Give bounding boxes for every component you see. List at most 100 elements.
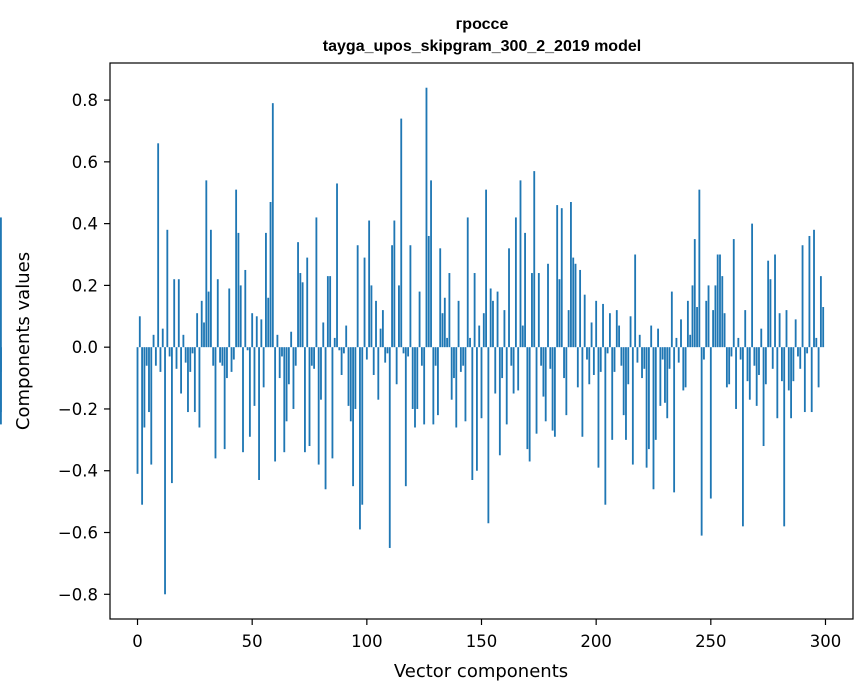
bar [498, 347, 501, 456]
bar [152, 334, 155, 348]
bar [384, 347, 387, 363]
bar [278, 347, 281, 379]
bar [622, 347, 625, 416]
bar [255, 316, 258, 348]
bar [180, 347, 182, 394]
bar [281, 347, 283, 357]
bar [785, 310, 788, 348]
bar [680, 319, 682, 348]
bar [524, 232, 526, 348]
bar [735, 347, 737, 409]
bar [689, 334, 692, 348]
bar [306, 257, 309, 348]
bar [200, 300, 203, 348]
bar [455, 347, 458, 428]
bar [758, 347, 760, 375]
bar [450, 347, 453, 400]
bar [544, 347, 547, 422]
bar [322, 322, 325, 348]
bar [253, 347, 256, 406]
bar [618, 325, 621, 348]
bar [214, 347, 217, 459]
bar [292, 347, 295, 409]
bar [599, 347, 602, 372]
bar [728, 347, 731, 385]
bar [787, 347, 790, 391]
x-tick-label: 0 [132, 632, 143, 651]
y-tick-label: 0.6 [72, 153, 98, 172]
bar [418, 291, 421, 348]
bar [645, 347, 648, 468]
bar [813, 229, 815, 348]
bar [205, 180, 208, 348]
bar [487, 347, 490, 524]
bar [315, 217, 318, 348]
bar [602, 303, 604, 348]
bar [141, 347, 144, 505]
bar [480, 347, 483, 419]
bar [432, 347, 435, 425]
bar [448, 273, 451, 348]
bar [478, 325, 481, 348]
bar [563, 347, 565, 379]
bar [290, 331, 293, 348]
y-tick-label: −0.4 [58, 462, 98, 481]
bar [425, 87, 428, 348]
bar [567, 310, 570, 348]
bar [806, 347, 809, 354]
bar [228, 288, 231, 348]
bar [606, 347, 609, 354]
bar [242, 347, 244, 453]
bar [157, 143, 160, 348]
bar [260, 319, 263, 348]
bar [230, 347, 233, 372]
bar [193, 347, 196, 413]
bar [668, 347, 671, 369]
bar [248, 347, 251, 437]
bar [209, 229, 212, 348]
bar [700, 347, 703, 536]
y-tick-label: 0.8 [72, 91, 98, 110]
bar [666, 347, 669, 419]
bar [223, 347, 226, 450]
bar [574, 263, 577, 348]
bar [810, 347, 813, 413]
bar [508, 248, 510, 348]
bar [528, 347, 531, 462]
y-axis-ticks: −0.8 −0.6 −0.4 −0.2 0.0 0.2 0.4 0.6 0.8 [58, 91, 110, 604]
bar [753, 347, 756, 366]
bar [801, 245, 804, 348]
bar [691, 285, 694, 348]
bar [533, 171, 536, 348]
bars-group [0, 87, 825, 595]
bar [221, 347, 224, 366]
bar [551, 347, 554, 431]
bar [239, 285, 242, 348]
bar [496, 291, 499, 348]
bar [819, 276, 822, 348]
bar [751, 223, 754, 348]
bar [462, 347, 465, 366]
bar [161, 328, 164, 348]
bar [189, 347, 192, 372]
bar [723, 313, 726, 348]
bar [219, 347, 221, 363]
bar [393, 220, 396, 348]
chart-title: гроссе [456, 16, 509, 33]
bar [159, 347, 162, 372]
bar [459, 347, 462, 372]
y-axis-label: Components values [13, 252, 34, 430]
bar [443, 297, 446, 348]
bar [148, 347, 150, 413]
bar [774, 254, 776, 348]
bar [207, 291, 210, 348]
bar [570, 202, 572, 348]
bar [696, 307, 698, 348]
bar [714, 285, 717, 348]
bar [776, 347, 779, 419]
bar [471, 347, 474, 480]
bar [553, 347, 556, 437]
bar [251, 313, 254, 348]
bar [407, 347, 410, 357]
